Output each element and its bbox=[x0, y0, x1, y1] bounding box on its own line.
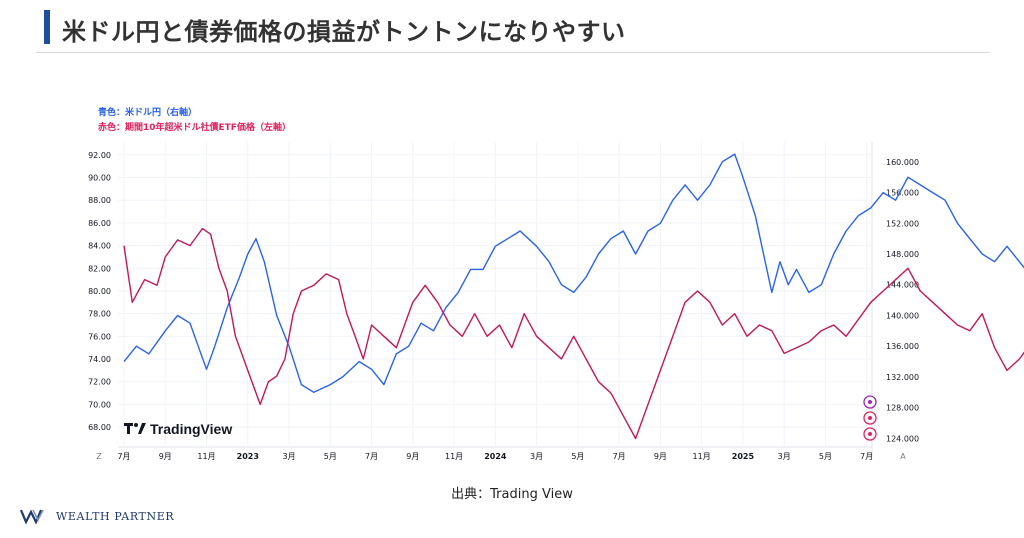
x-tick-label: 5月 bbox=[324, 452, 337, 461]
right-tick-label: 132.000 bbox=[886, 373, 919, 382]
left-tick-label: 70.00 bbox=[88, 400, 111, 409]
left-tick-label: 82.00 bbox=[88, 264, 111, 273]
us-flag-icon-dot bbox=[868, 432, 872, 436]
x-tick-label: 3月 bbox=[282, 452, 295, 461]
x-tick-label: 9月 bbox=[406, 452, 419, 461]
source-caption: 出典：Trading View bbox=[451, 487, 573, 502]
left-tick-label: 92.00 bbox=[88, 151, 111, 160]
series-lines bbox=[123, 153, 1024, 440]
usdjpy-line bbox=[123, 153, 1024, 393]
right-tick-label: 136.000 bbox=[886, 342, 919, 351]
left-axis: 92.00 90.00 88.00 86.00 84.00 82.00 80.00 78.00… bbox=[88, 151, 111, 432]
x-tick-label: 9月 bbox=[654, 452, 667, 461]
left-tick-label: 76.00 bbox=[88, 332, 111, 341]
left-tick-label: 78.00 bbox=[88, 310, 111, 319]
title-divider bbox=[36, 52, 990, 53]
legend-red-series: 赤色：期間10年超米ドル社債ETF価格（左軸） bbox=[98, 123, 291, 133]
x-tick-label: 11月 bbox=[197, 452, 215, 461]
chart-event-icon-2-dot bbox=[868, 416, 872, 420]
x-tick-label: 5月 bbox=[571, 452, 584, 461]
page-title: 米ドル円と債券価格の損益がトントンになりやすい bbox=[62, 18, 626, 46]
left-tick-label: 86.00 bbox=[88, 219, 111, 228]
right-tick-label: 148.000 bbox=[886, 250, 919, 259]
x-tick-label: 7月 bbox=[117, 452, 130, 461]
right-tick-label: 140.000 bbox=[886, 311, 919, 320]
bond-etf-line bbox=[123, 227, 1024, 440]
right-tick-label: 144.000 bbox=[886, 281, 919, 290]
left-tick-label: 80.00 bbox=[88, 287, 111, 296]
brand-logo: WEALTH PARTNER bbox=[20, 508, 174, 524]
x-tick-label: 7月 bbox=[613, 452, 626, 461]
left-tick-label: 74.00 bbox=[88, 355, 111, 364]
x-tick-label: 3月 bbox=[778, 452, 791, 461]
x-tick-label: 11月 bbox=[445, 452, 463, 461]
left-tick-label: 68.00 bbox=[88, 423, 111, 432]
right-tick-label: 128.000 bbox=[886, 404, 919, 413]
auto-scale-label: A bbox=[900, 452, 906, 461]
left-tick-label: 84.00 bbox=[88, 242, 111, 251]
x-tick-label: 2023 bbox=[237, 452, 259, 461]
right-tick-label: 156.000 bbox=[886, 189, 919, 198]
x-tick-label: 3月 bbox=[530, 452, 543, 461]
brand-name: WEALTH PARTNER bbox=[56, 509, 175, 523]
x-tick-label: 7月 bbox=[860, 452, 873, 461]
left-tick-label: 90.00 bbox=[88, 174, 111, 183]
x-tick-label: 2025 bbox=[732, 452, 755, 461]
tradingview-watermark: TradingView bbox=[124, 421, 232, 437]
left-tick-label: 88.00 bbox=[88, 196, 111, 205]
right-axis: 160.000 156.000 152.000 148.000 144.000 140.0… bbox=[886, 158, 919, 444]
x-tick-label: 7月 bbox=[365, 452, 378, 461]
tradingview-logo-icon bbox=[124, 423, 146, 434]
chart-grid bbox=[118, 142, 873, 457]
x-tick-label: 9月 bbox=[159, 452, 172, 461]
x-tick-label: 2024 bbox=[484, 452, 507, 461]
right-tick-label: 160.000 bbox=[886, 158, 919, 167]
x-tick-label: 5月 bbox=[819, 452, 832, 461]
chart-legend: 青色：米ドル円（右軸） 赤色：期間10年超米ドル社債ETF価格（左軸） bbox=[98, 106, 291, 136]
left-tick-label: 72.00 bbox=[88, 378, 111, 387]
timezone-label: Z bbox=[96, 452, 102, 461]
x-tick-label: 11月 bbox=[693, 452, 711, 461]
legend-blue-series: 青色：米ドル円（右軸） bbox=[98, 108, 198, 118]
title-accent-bar bbox=[44, 10, 50, 44]
right-tick-label: 124.000 bbox=[886, 434, 919, 443]
wealth-partner-logo-icon bbox=[20, 509, 44, 524]
right-tick-label: 152.000 bbox=[886, 219, 919, 228]
x-axis: 7月 9月 11月 2023 3月 5月 7月 9月 11月 2024 3月 5月 7月 9月 11月 202… bbox=[117, 452, 873, 461]
chart-event-icon-1-dot bbox=[868, 400, 872, 404]
tradingview-text: TradingView bbox=[150, 421, 233, 437]
